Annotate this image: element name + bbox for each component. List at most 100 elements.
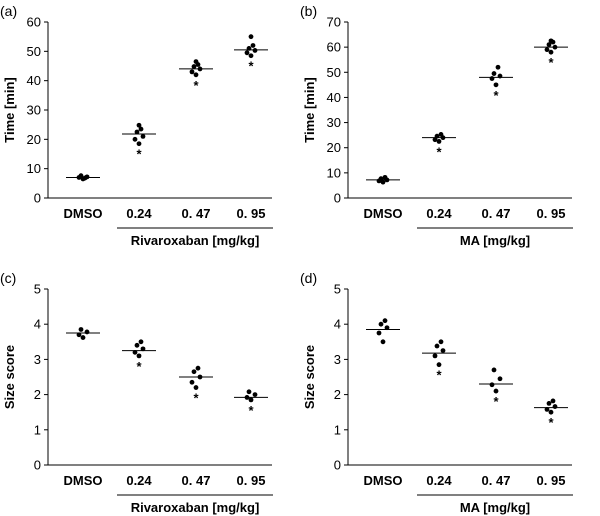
data-point	[434, 133, 440, 139]
significance-marker: *	[548, 415, 554, 430]
y-tick-label: 0	[334, 191, 341, 206]
y-tick-label: 30	[327, 115, 341, 130]
significance-marker: *	[193, 391, 199, 406]
data-point	[440, 348, 446, 353]
data-point	[378, 176, 384, 182]
data-point	[195, 365, 201, 371]
data-point	[436, 362, 442, 368]
data-point	[132, 136, 138, 142]
data-point	[246, 389, 252, 395]
y-tick-label: 60	[327, 40, 341, 55]
y-tick-label: 60	[27, 15, 41, 30]
y-tick-label: 0	[34, 458, 41, 473]
x-category-label: 0.24	[426, 473, 452, 488]
data-point	[248, 53, 254, 59]
y-tick-label: 70	[327, 15, 341, 30]
data-point	[384, 325, 390, 331]
data-point	[548, 38, 554, 44]
y-tick-label: 2	[34, 387, 41, 402]
significance-marker: *	[248, 403, 254, 418]
x-group-label: MA [mg/kg]	[460, 233, 530, 248]
chart-panel-3: (c) 0 1 2 3 4 5 Size score DMSO 0.24 0. 47 0. 95 Riv…	[0, 270, 273, 515]
x-group-label: MA [mg/kg]	[460, 500, 530, 515]
data-point	[438, 339, 444, 345]
panel-label: (d)	[300, 270, 317, 286]
chart-panel-4: (d) 0 1 2 3 4 5 Size score DMSO 0.24 0. 47 0. 95 MA …	[300, 270, 573, 515]
y-tick-label: 5	[34, 282, 41, 297]
significance-marker: *	[436, 144, 442, 159]
panel-label: (c)	[0, 270, 16, 286]
x-category-label: DMSO	[364, 206, 403, 221]
data-point	[136, 122, 142, 128]
data-point	[382, 174, 388, 180]
data-point	[544, 47, 550, 53]
significance-marker: *	[136, 147, 142, 162]
data-point	[76, 332, 82, 338]
data-point	[250, 43, 256, 48]
data-point	[138, 126, 144, 132]
x-category-label: 0. 47	[182, 473, 211, 488]
y-tick-label: 3	[34, 352, 41, 367]
data-point	[246, 46, 252, 51]
significance-marker: *	[548, 55, 554, 70]
data-point	[140, 134, 146, 139]
data-point	[80, 335, 86, 340]
y-tick-label: 20	[327, 140, 341, 155]
y-tick-label: 2	[334, 387, 341, 402]
data-point	[432, 137, 438, 143]
x-category-label: 0. 95	[237, 473, 266, 488]
x-category-label: DMSO	[64, 473, 103, 488]
y-tick-label: 30	[27, 103, 41, 118]
x-group-label: Rivaroxaban [mg/kg]	[131, 500, 260, 515]
x-category-label: 0.24	[126, 473, 152, 488]
data-point	[78, 327, 84, 332]
x-category-label: 0.24	[426, 206, 452, 221]
data-point	[138, 339, 144, 345]
data-point	[493, 82, 499, 88]
data-point	[434, 343, 440, 349]
x-category-label: 0. 47	[482, 206, 511, 221]
y-axis-title: Time [min]	[2, 77, 17, 143]
data-point	[380, 339, 386, 345]
x-category-label: 0. 47	[482, 473, 511, 488]
x-category-label: 0. 95	[537, 206, 566, 221]
data-point	[140, 346, 146, 352]
significance-marker: *	[136, 359, 142, 374]
data-point	[438, 131, 444, 137]
y-tick-label: 20	[27, 132, 41, 147]
y-axis-title: Time [min]	[302, 77, 317, 143]
y-tick-label: 0	[334, 458, 341, 473]
data-point	[546, 42, 552, 48]
data-point	[491, 71, 497, 76]
x-category-label: 0.24	[126, 206, 152, 221]
y-tick-label: 5	[334, 282, 341, 297]
y-tick-label: 3	[334, 352, 341, 367]
data-point	[489, 382, 495, 388]
y-tick-label: 1	[34, 422, 41, 437]
data-point	[252, 392, 258, 397]
data-point	[189, 379, 195, 385]
significance-marker: *	[248, 59, 254, 74]
data-point	[497, 376, 503, 382]
significance-marker: *	[193, 78, 199, 93]
significance-marker: *	[436, 368, 442, 383]
data-point	[248, 34, 254, 40]
data-point	[244, 395, 250, 400]
y-axis-title: Size score	[2, 345, 17, 409]
significance-marker: *	[493, 88, 499, 103]
y-tick-label: 40	[327, 90, 341, 105]
data-point	[491, 367, 497, 373]
data-point	[84, 329, 90, 335]
chart-panel-2: (b) 0 10 20 30 40 50 60 70 Time [min] DMSO 0.24 0. 4…	[300, 3, 573, 248]
panel-label: (a)	[0, 3, 17, 19]
data-point	[82, 175, 88, 181]
data-point	[380, 179, 386, 185]
data-point	[495, 64, 501, 70]
data-point	[244, 50, 250, 56]
y-tick-label: 4	[334, 317, 341, 332]
chart-panel-1: (a) 0 10 20 30 40 50 60 Time [min] DMSO 0.24 0. 47 0…	[0, 3, 273, 248]
data-point	[193, 385, 199, 390]
data-point	[193, 59, 199, 64]
data-point	[552, 404, 558, 409]
data-point	[546, 401, 552, 406]
